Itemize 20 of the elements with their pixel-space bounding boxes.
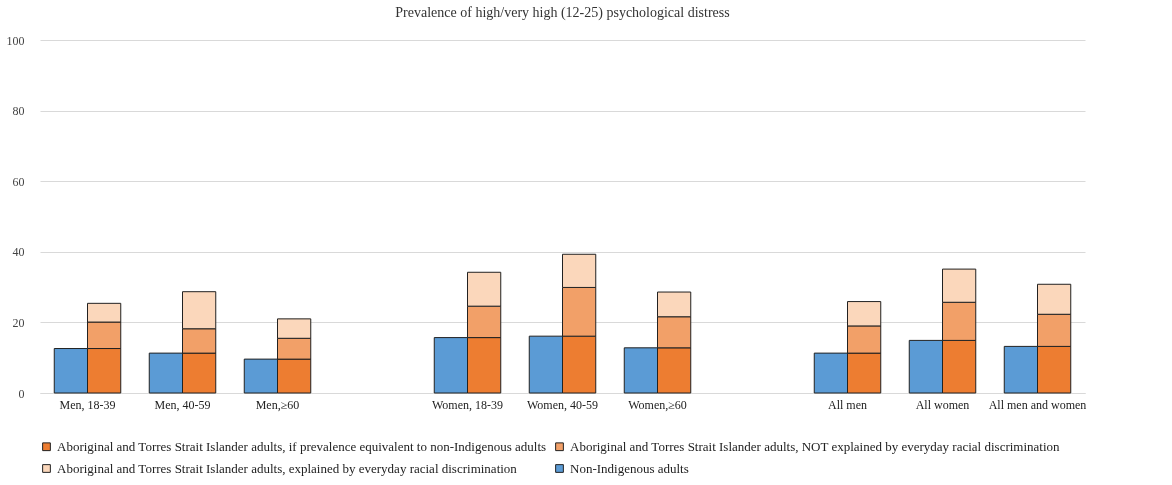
y-tick-label: 40	[12, 245, 25, 260]
x-tick-label: Men, 18-39	[59, 397, 116, 412]
y-tick-label: 0	[18, 386, 25, 401]
legend-label: Aboriginal and Torres Strait Islander adults, explained by everyday racial discrimination	[57, 460, 518, 476]
legend-label: Aboriginal and Torres Strait Islander adults, if prevalence equivalent to non-Indigenous adults	[57, 438, 547, 454]
x-tick-label: Women, 18-39	[431, 397, 504, 412]
x-tick-label: Women, 40-59	[526, 397, 599, 412]
y-tick-label: 60	[12, 174, 25, 189]
x-tick-label: Men, 40-59	[154, 397, 211, 412]
x-tick-label: Women,≥60	[628, 397, 687, 412]
legend-label: Aboriginal and Torres Strait Islander adults, NOT explained by everyday racial discrimination	[570, 438, 1061, 454]
x-tick-label: All men and women	[988, 397, 1087, 412]
y-tick-label: 80	[12, 104, 25, 119]
x-tick-label: Men,≥60	[255, 397, 300, 412]
x-tick-label: All women	[915, 397, 970, 412]
y-tick-label: 20	[12, 315, 25, 330]
chart-title: Prevalence of high/very high (12-25) psychological distress	[395, 5, 730, 21]
legend-label: Non-Indigenous adults	[570, 460, 689, 476]
y-tick-label: 100	[6, 33, 25, 48]
x-tick-label: All men	[828, 397, 867, 412]
